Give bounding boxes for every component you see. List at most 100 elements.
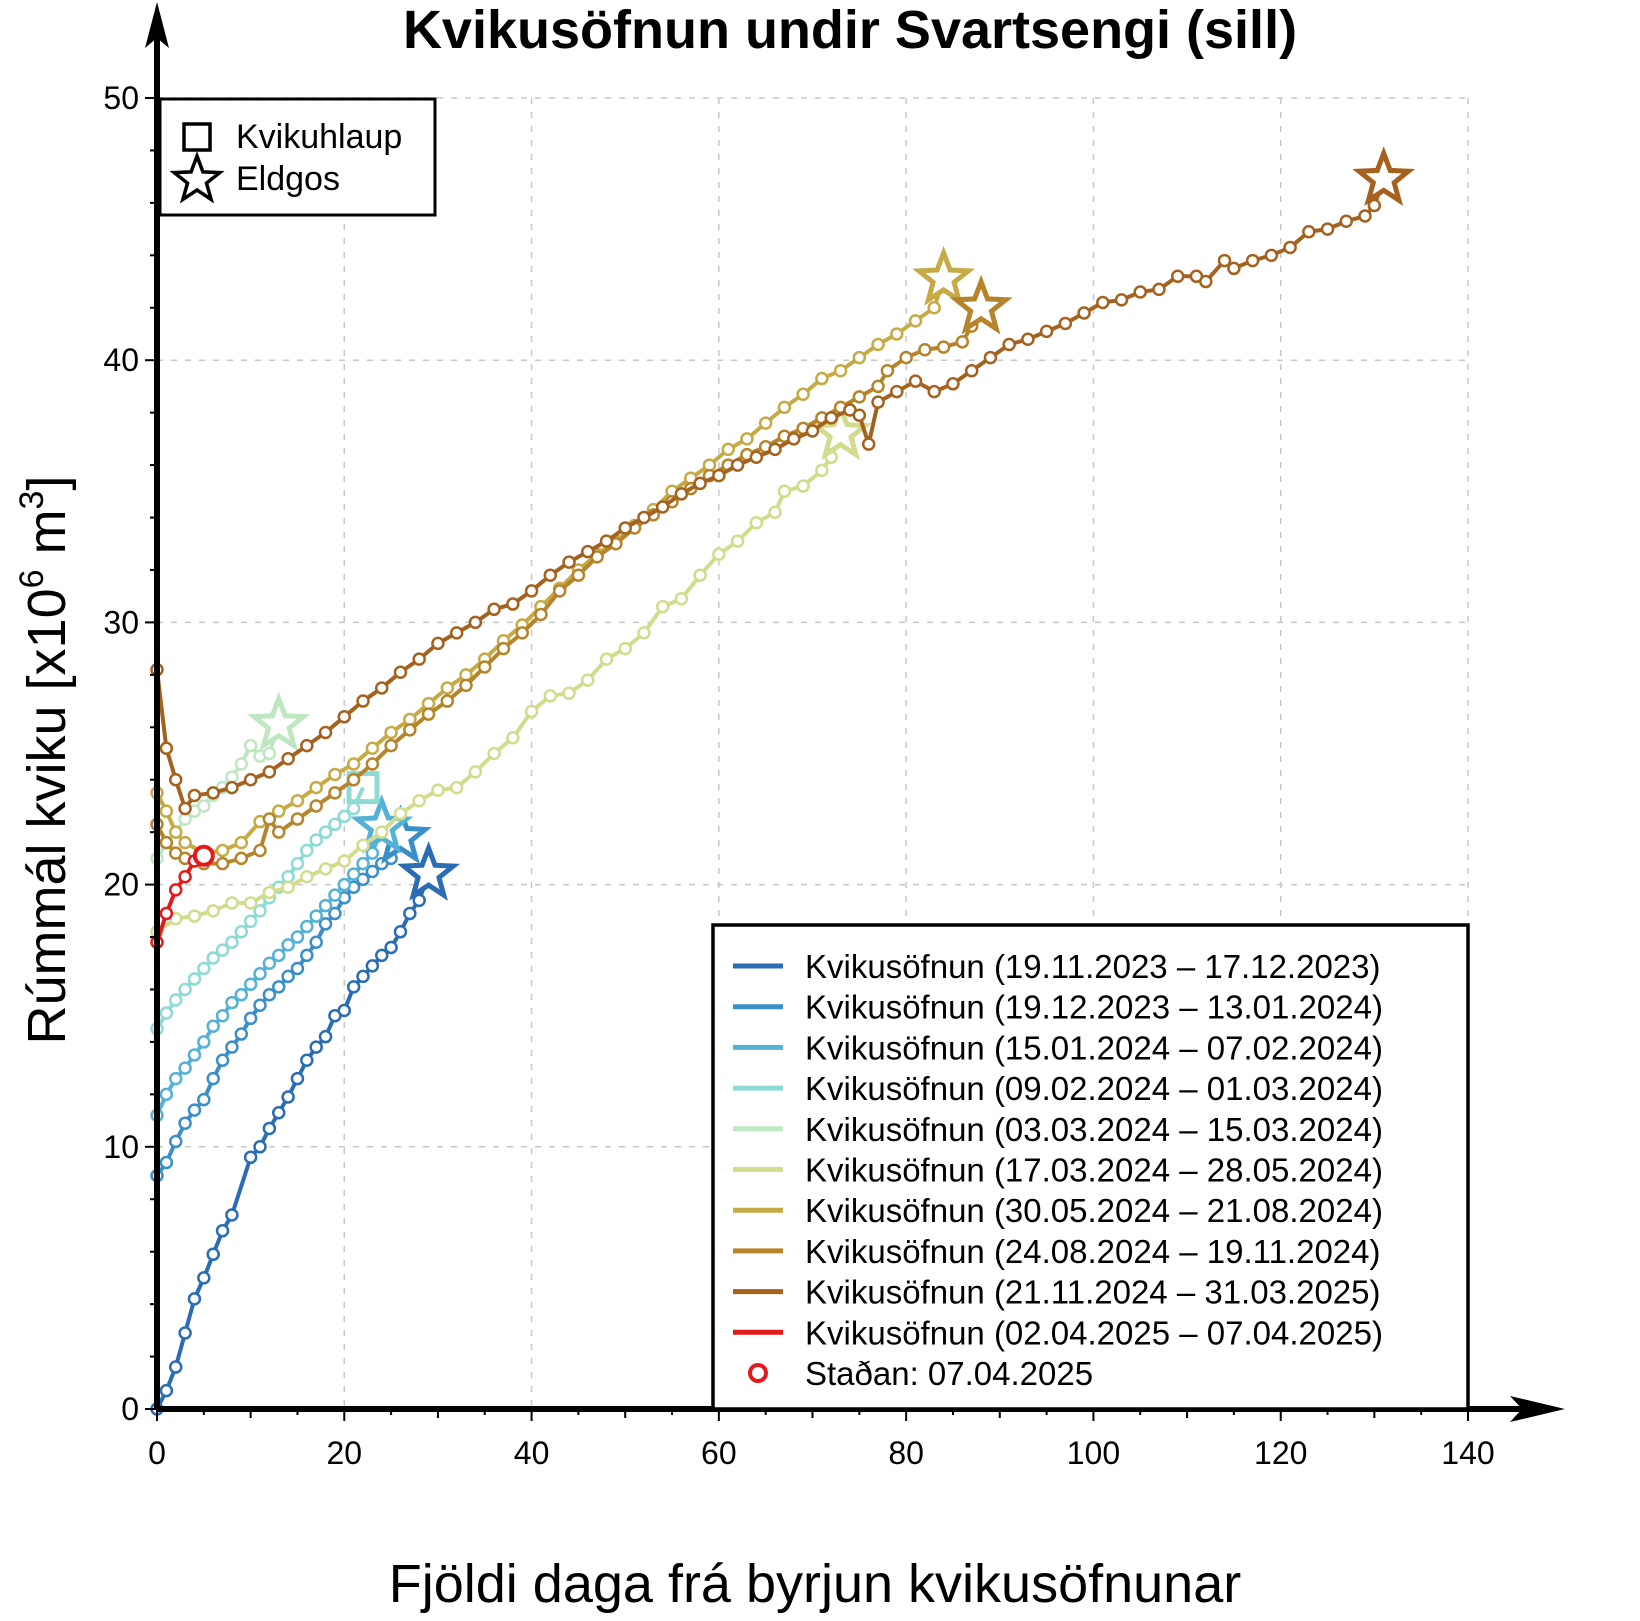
data-point — [618, 641, 632, 656]
data-point — [730, 534, 745, 548]
data-point — [168, 883, 183, 897]
data-point — [328, 888, 342, 902]
legend-label: Kvikusöfnun (02.04.2025 – 07.04.2025) — [805, 1314, 1383, 1351]
data-point — [309, 780, 323, 795]
data-point — [374, 681, 389, 695]
data-point — [300, 948, 314, 963]
x-axis-arrow-icon — [1510, 1396, 1565, 1422]
data-point — [524, 704, 539, 719]
data-point — [300, 919, 314, 934]
data-point — [346, 801, 361, 816]
data-point — [215, 843, 230, 858]
data-point — [300, 738, 314, 753]
data-point — [271, 825, 286, 839]
data-point — [871, 337, 885, 352]
data-point — [178, 1116, 192, 1130]
data-point — [271, 948, 286, 963]
data-point — [243, 1011, 258, 1026]
data-point — [384, 738, 398, 753]
data-point — [271, 980, 286, 994]
data-point — [487, 602, 501, 617]
data-point — [365, 864, 380, 879]
series-9 — [150, 146, 1416, 816]
data-point — [178, 982, 192, 997]
data-point — [1217, 253, 1232, 268]
data-point — [318, 862, 333, 876]
legend-label: Kvikusöfnun (30.05.2024 – 21.08.2024) — [805, 1192, 1383, 1229]
data-point — [168, 993, 183, 1007]
data-point — [431, 636, 445, 651]
x-tick-label: 40 — [514, 1435, 550, 1471]
data-point — [852, 390, 867, 404]
y-label-exp: 6 — [13, 569, 51, 588]
data-point — [421, 707, 436, 721]
eruption-star-marker — [912, 245, 975, 306]
data-point — [1302, 224, 1316, 239]
data-point — [197, 1035, 211, 1049]
x-tick-label: 20 — [326, 1435, 362, 1471]
data-point — [178, 1061, 192, 1075]
data-point — [1058, 316, 1073, 331]
data-point — [290, 812, 305, 826]
data-point — [1245, 253, 1260, 268]
square-icon — [182, 122, 212, 152]
data-point — [178, 869, 192, 884]
data-point — [1133, 285, 1147, 299]
data-point — [206, 904, 220, 918]
data-point — [206, 786, 220, 800]
data-point — [215, 1053, 230, 1068]
legend-label: Kvikusöfnun (19.11.2023 – 17.12.2023) — [805, 948, 1381, 985]
data-point — [1170, 269, 1185, 284]
data-point — [796, 479, 810, 493]
data-point — [262, 956, 277, 971]
data-point — [440, 694, 455, 708]
y-label-main: Rúmmál kviku [x10 — [17, 588, 77, 1044]
y-label-unit-exp: 3 — [13, 491, 51, 510]
data-point — [234, 1027, 249, 1041]
data-point — [281, 969, 295, 984]
data-point — [300, 869, 314, 884]
x-tick-label: 80 — [888, 1435, 924, 1471]
data-point — [374, 825, 389, 839]
data-point — [215, 856, 230, 871]
eruption-star-marker — [949, 274, 1013, 335]
series-layer — [150, 146, 1416, 1416]
x-tick-label: 120 — [1254, 1435, 1307, 1471]
y-axis-arrow-icon — [145, 2, 169, 48]
data-point — [478, 660, 492, 674]
data-point — [300, 843, 314, 858]
data-point — [356, 838, 370, 853]
data-point — [403, 723, 417, 737]
data-point — [393, 807, 408, 821]
data-point — [168, 825, 183, 839]
data-point — [337, 877, 352, 892]
data-point — [262, 1121, 277, 1136]
data-point — [852, 350, 867, 365]
data-point — [253, 998, 267, 1012]
data-point — [262, 812, 277, 826]
data-point — [243, 772, 258, 787]
data-point — [309, 833, 323, 847]
data-point — [712, 468, 726, 483]
data-point — [833, 363, 848, 378]
data-point — [412, 893, 426, 908]
data-point — [281, 1090, 295, 1104]
data-point — [234, 757, 249, 771]
data-point — [243, 896, 258, 910]
data-point — [506, 731, 520, 745]
legend-label: Kvikusöfnun (21.11.2024 – 31.03.2025) — [805, 1274, 1381, 1311]
y-tick-label: 50 — [103, 80, 139, 116]
data-point — [749, 516, 764, 530]
data-point — [159, 835, 174, 850]
data-point — [309, 799, 323, 813]
data-point — [871, 395, 885, 409]
data-point — [243, 1150, 258, 1165]
data-point — [318, 898, 333, 913]
data-point — [262, 746, 277, 761]
data-point — [187, 909, 202, 923]
data-point — [983, 350, 998, 365]
data-point — [243, 977, 258, 991]
legend-label: Kvikusöfnun (17.03.2024 – 28.05.2024) — [805, 1152, 1383, 1189]
data-point — [1199, 274, 1213, 289]
data-point — [365, 959, 380, 973]
